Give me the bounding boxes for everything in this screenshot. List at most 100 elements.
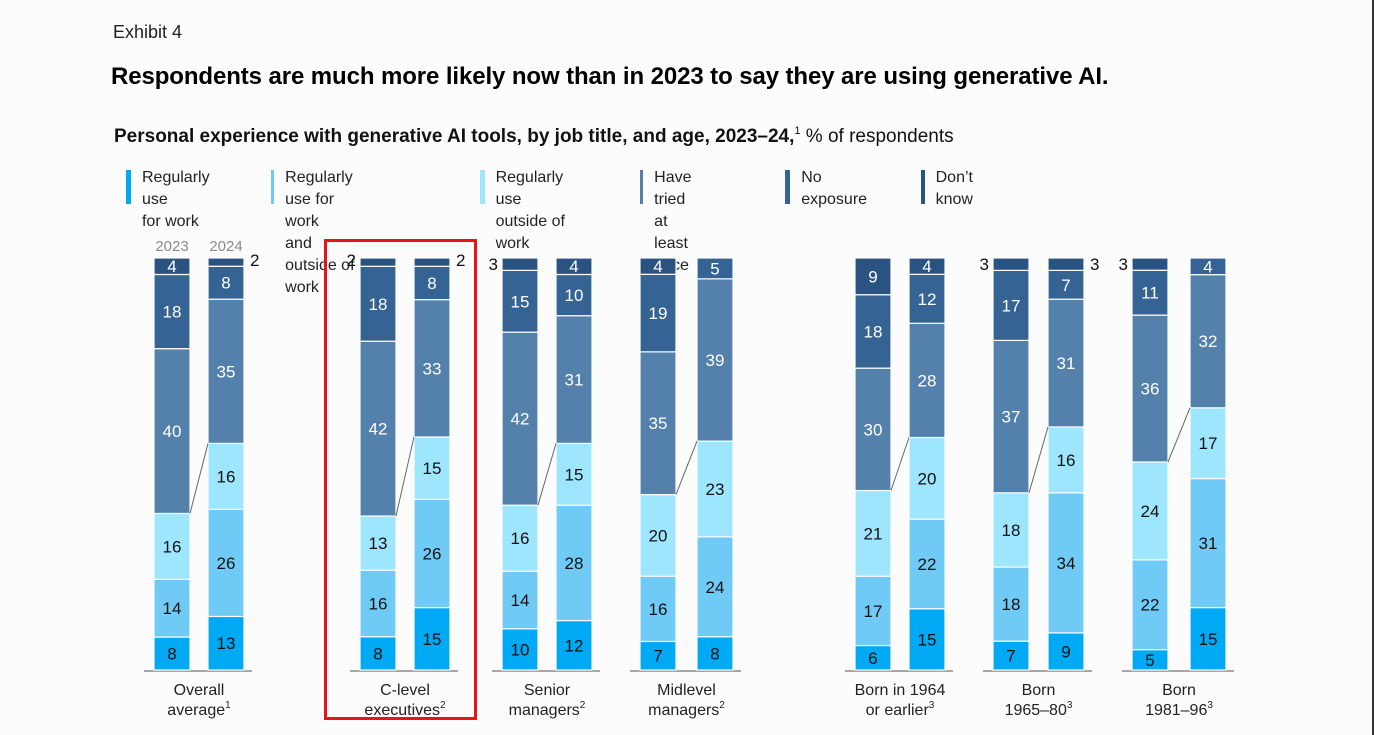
data-label: 36 <box>1141 380 1160 399</box>
data-label: 26 <box>423 544 442 563</box>
category-footnote: 3 <box>1207 700 1213 711</box>
year-label: 2024 <box>209 238 242 255</box>
data-label: 9 <box>1061 642 1070 661</box>
bar-segment-regular-work <box>555 619 593 671</box>
data-label: 18 <box>369 295 388 314</box>
legend-item-regular-work: Regularly use for work <box>126 167 212 233</box>
category-footnote: 2 <box>580 700 586 711</box>
exhibit-label: Exhibit 4 <box>113 22 183 42</box>
data-label: 11 <box>1141 284 1159 303</box>
category-label-line1: C-level <box>380 682 430 699</box>
bar-segment-regular-work <box>153 636 191 671</box>
data-label: 19 <box>649 304 668 323</box>
data-label: 8 <box>373 644 382 663</box>
chart-title: Respondents are much more likely now tha… <box>111 63 1109 90</box>
data-label: 16 <box>163 537 182 556</box>
legend-item-regular-outside: Regularly use outside of work <box>480 167 566 255</box>
bar-segment-regular-outside <box>1047 426 1085 494</box>
legend-label: Regularly use for work <box>141 169 210 230</box>
connector-line <box>1167 407 1191 463</box>
data-label: 39 <box>706 351 725 370</box>
data-label: 23 <box>706 480 725 499</box>
connector-line <box>537 443 557 506</box>
data-label: 31 <box>565 371 584 390</box>
bar-segment-tried-once <box>696 278 734 442</box>
category-label-line1: Midlevel <box>657 682 716 699</box>
category-group: 8 14 16 40 18 4 2023 13 26 16 35 8 2 2024 Overallavera… <box>144 238 259 719</box>
bar-segment-no-exposure <box>696 257 734 280</box>
data-label: 3 <box>489 255 498 274</box>
data-label: 22 <box>1141 596 1160 615</box>
data-label: 15 <box>423 630 442 649</box>
data-label: 2 <box>456 251 465 270</box>
data-label: 18 <box>864 322 883 341</box>
bar-segment-dont-know <box>1047 257 1085 271</box>
data-label: 3 <box>1119 255 1128 274</box>
data-label: 32 <box>1199 332 1218 351</box>
bar-segment-regular-both <box>1047 492 1085 634</box>
bar-segment-regular-both <box>413 498 451 609</box>
legend-item-no-exposure: No exposure <box>785 167 869 211</box>
data-label: 7 <box>653 647 662 666</box>
bar-segment-regular-both <box>207 508 245 618</box>
data-label: 24 <box>1141 502 1160 521</box>
data-label: 8 <box>221 274 230 293</box>
bar-segment-no-exposure <box>1189 257 1227 276</box>
bar-segment-dont-know <box>153 257 191 276</box>
bar-segment-tried-once <box>555 315 593 444</box>
bar-segment-regular-outside <box>1131 461 1169 561</box>
data-label: 9 <box>868 267 877 286</box>
data-label: 4 <box>1203 257 1212 276</box>
data-label: 21 <box>864 524 883 543</box>
category-label-line1: Overall <box>174 682 225 699</box>
data-label: 4 <box>569 257 578 276</box>
bar-segment-regular-work <box>413 606 451 671</box>
year-label: 2023 <box>155 238 188 255</box>
connector-line <box>189 443 209 514</box>
bar-segment-no-exposure <box>1047 269 1085 300</box>
subtitle-unit: % of respondents <box>800 126 954 147</box>
bar-segment-regular-outside <box>992 492 1030 568</box>
bar-segment-regular-both <box>1189 477 1227 609</box>
category-label-line2: managers2 <box>648 700 725 719</box>
data-label: 16 <box>1057 451 1076 470</box>
legend-label: Don’t know <box>935 169 973 208</box>
window-edge <box>1372 0 1374 735</box>
bar-segment-regular-outside <box>908 436 946 520</box>
data-label: 16 <box>217 467 236 486</box>
category-label-line2: 1965–803 <box>1005 700 1073 719</box>
data-label: 15 <box>423 459 442 478</box>
bar-segment-regular-outside <box>854 489 892 577</box>
connector-line <box>675 440 698 495</box>
bar-segment-regular-work <box>1047 632 1085 671</box>
data-label: 20 <box>918 469 937 488</box>
bar-segment-regular-outside <box>501 504 539 572</box>
bar-segment-dont-know <box>639 257 677 275</box>
bar-segment-regular-work <box>1189 606 1227 671</box>
data-label: 18 <box>1002 595 1021 614</box>
data-label: 15 <box>918 630 937 649</box>
category-label-line1: Born <box>1022 682 1056 699</box>
legend-swatch <box>921 170 925 204</box>
data-label: 30 <box>864 420 883 439</box>
category-label-line1: Senior <box>524 682 571 699</box>
bar-segment-tried-once <box>153 348 191 515</box>
category-label-line2: average1 <box>167 700 231 719</box>
data-label: 7 <box>1061 276 1070 295</box>
data-label: 24 <box>706 578 725 597</box>
category-footnote: 1 <box>225 700 231 711</box>
connector-line <box>395 436 415 517</box>
legend-swatch <box>785 170 791 204</box>
category-label-line2: 1981–963 <box>1145 700 1213 719</box>
data-label: 34 <box>1057 554 1076 573</box>
bar-segment-tried-once <box>413 299 451 438</box>
data-label: 42 <box>369 420 388 439</box>
connector-line <box>890 437 910 491</box>
bar-segment-tried-once <box>501 331 539 506</box>
